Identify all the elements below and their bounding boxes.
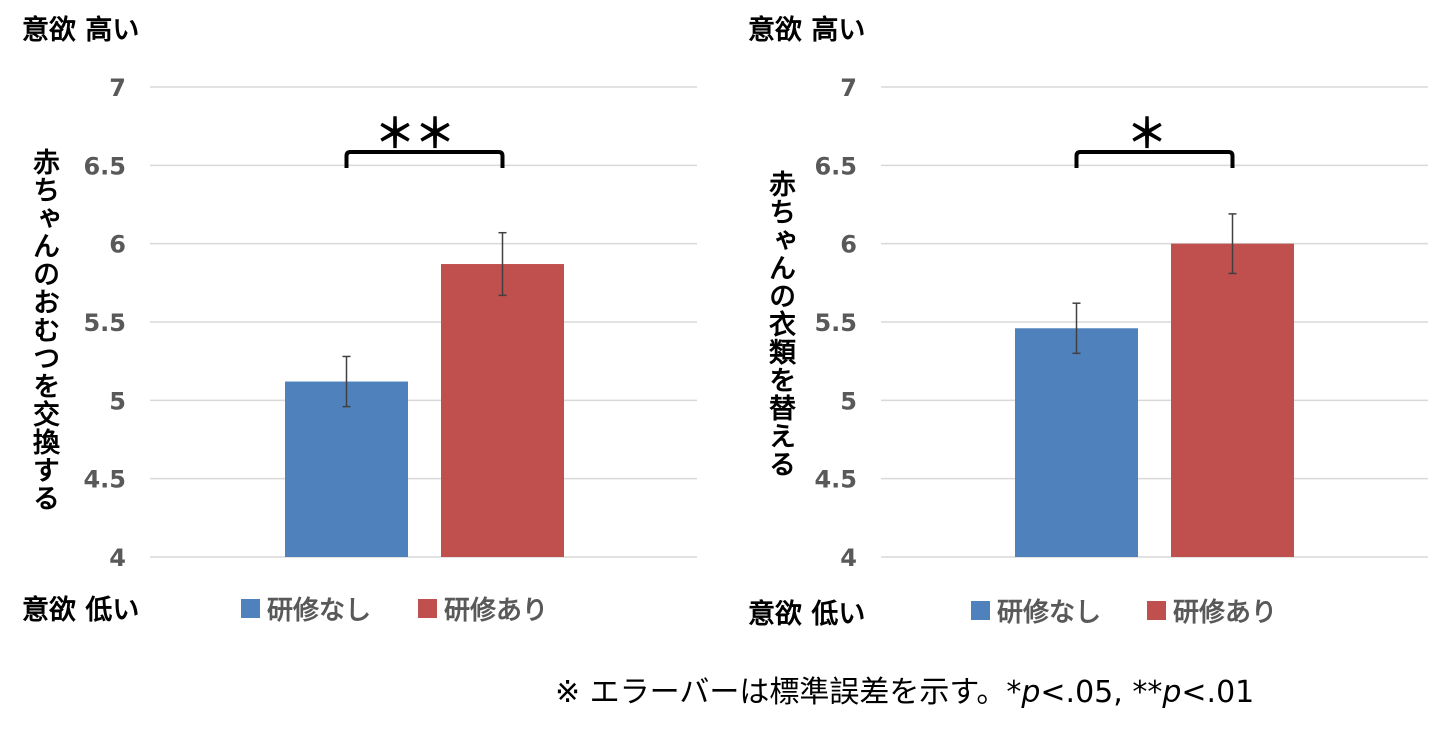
legend-label-with-training: 研修あり [1173, 598, 1278, 628]
legend-swatch-with-training [1147, 601, 1166, 620]
y-axis-label: 赤ちゃんの衣類を替える [764, 170, 795, 478]
bar-with-training [1171, 243, 1294, 557]
y-tick-label: 4.5 [814, 466, 857, 494]
bar-chart-svg: 4 4.5 5 5.5 6 6.5 7 ＊ [814, 74, 1428, 572]
legend-label-no-training: 研修なし [267, 596, 372, 626]
chart-panel-clothes: 意欲 高い 意欲 低い 赤ちゃんの衣類を替える 4 4.5 5 5.5 6 6.5 7 ＊ 研… [726, 0, 1451, 660]
bar-chart-svg: 4 4.5 5 5.5 6 6.5 7 ＊＊ [83, 74, 697, 572]
footnote-threshold-2: <.01 [1181, 675, 1255, 710]
y-tick-label: 4 [109, 544, 126, 572]
legend-item-with-training: 研修あり [1147, 592, 1277, 629]
significance-marker: ＊＊ [375, 111, 455, 157]
significance-bracket [1074, 150, 1235, 168]
motivation-high-label: 意欲 高い [22, 15, 140, 46]
y-tick-label: 6 [109, 231, 126, 259]
y-tick-label: 5 [840, 387, 857, 415]
y-tick-label: 6.5 [814, 152, 857, 180]
footnote-text: ※ エラーバーは標準誤差を示す。* [555, 675, 1022, 710]
motivation-low-label: 意欲 低い [748, 599, 866, 630]
significance-marker: ＊ [1127, 111, 1167, 157]
chart-panel-diaper: 意欲 高い 意欲 低い 赤ちゃんのおむつを交換する 4 4.5 5 5.5 6 6.5 7 ＊… [0, 0, 725, 660]
y-axis-label: 赤ちゃんのおむつを交換する [28, 148, 59, 512]
y-tick-label: 4 [840, 544, 857, 572]
legend-item-no-training: 研修なし [241, 590, 371, 627]
legend-swatch-no-training [971, 601, 990, 620]
y-tick-label: 4.5 [83, 466, 126, 494]
motivation-low-label: 意欲 低い [22, 595, 140, 626]
legend-label-no-training: 研修なし [997, 598, 1102, 628]
bar-no-training [285, 381, 408, 557]
y-tick-label: 6 [840, 231, 857, 259]
legend-item-with-training: 研修あり [418, 590, 548, 627]
y-tick-label: 6.5 [83, 152, 126, 180]
footnote: ※ エラーバーは標準誤差を示す。*p<.05, **p<.01 [555, 667, 1254, 711]
bar-with-training [441, 264, 564, 557]
footnote-p-italic: p [1021, 675, 1041, 710]
footnote-threshold-1: <.05, ** [1040, 675, 1163, 710]
significance-bracket [344, 150, 505, 168]
y-tick-label: 5 [109, 387, 126, 415]
y-tick-label: 5.5 [814, 309, 857, 337]
y-tick-label: 5.5 [83, 309, 126, 337]
motivation-high-label: 意欲 高い [748, 15, 866, 46]
legend-swatch-no-training [241, 599, 260, 618]
bar-no-training [1015, 328, 1138, 557]
legend-swatch-with-training [418, 599, 437, 618]
y-tick-label: 7 [840, 74, 857, 102]
footnote-p-italic: p [1162, 675, 1182, 710]
y-tick-label: 7 [109, 74, 126, 102]
legend-item-no-training: 研修なし [971, 592, 1101, 629]
legend-label-with-training: 研修あり [444, 596, 549, 626]
